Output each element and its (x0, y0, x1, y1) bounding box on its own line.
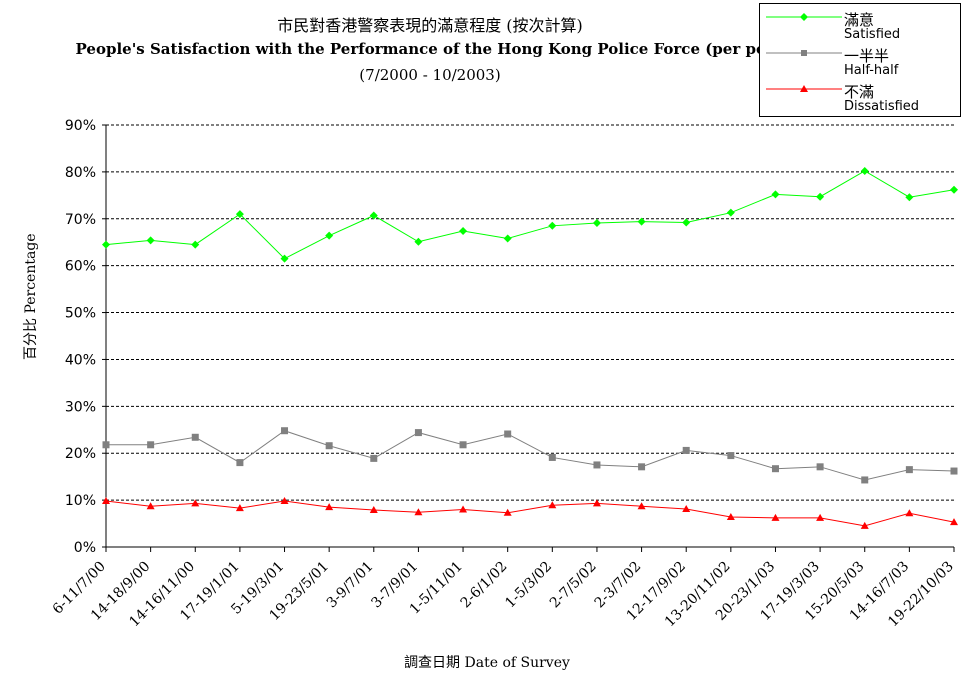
data-point-half-half (281, 427, 289, 435)
x-tick-label: 2-6/1/02 (458, 559, 511, 612)
data-point-dissatisfied (950, 518, 958, 526)
y-axis-label: 百分比 Percentage (23, 233, 39, 360)
data-point-dissatisfied (325, 503, 334, 511)
data-point-dissatisfied (905, 509, 914, 517)
data-point-satisfied (191, 240, 200, 249)
data-point-satisfied (860, 166, 869, 175)
data-point-satisfied (414, 237, 423, 246)
x-axis-label: 調查日期 Date of Survey (404, 655, 570, 671)
data-point-dissatisfied (592, 499, 601, 507)
data-point-half-half (771, 465, 779, 473)
y-tick-label: 20% (65, 446, 96, 462)
data-point-dissatisfied (637, 502, 646, 510)
data-point-satisfied (280, 254, 289, 263)
data-point-half-half (682, 446, 690, 454)
data-point-satisfied (905, 193, 914, 202)
y-tick-label: 90% (65, 118, 96, 134)
data-point-satisfied (503, 234, 512, 243)
y-tick-label: 30% (65, 399, 96, 415)
data-point-half-half (191, 433, 199, 441)
data-point-half-half (325, 442, 333, 450)
data-point-half-half (548, 453, 556, 461)
data-point-dissatisfied (771, 513, 780, 521)
data-point-satisfied (771, 190, 780, 199)
legend-label-en: Dissatisfied (844, 99, 920, 114)
legend-label-zh: 滿意 (844, 11, 875, 29)
data-point-dissatisfied (682, 505, 691, 513)
data-point-dissatisfied (459, 505, 468, 513)
data-point-satisfied (682, 218, 691, 227)
data-point-satisfied (592, 218, 601, 227)
legend-marker-satisfied (766, 13, 842, 21)
data-point-dissatisfied (102, 497, 110, 505)
data-point-satisfied (726, 208, 735, 217)
series-line-half-half (106, 430, 955, 481)
data-point-half-half (102, 441, 110, 449)
data-point-half-half (905, 466, 913, 474)
data-point-satisfied (325, 231, 334, 240)
data-point-satisfied (369, 211, 378, 220)
y-tick-label: 0% (74, 540, 96, 556)
y-tick-label: 10% (65, 493, 96, 509)
data-point-dissatisfied (235, 504, 244, 512)
data-point-dissatisfied (280, 497, 289, 505)
legend-marker-dissatisfied (766, 85, 842, 92)
y-tick-label: 50% (65, 306, 96, 322)
data-point-half-half (236, 459, 244, 467)
chart-period: (7/2000 - 10/2003) (359, 66, 501, 84)
y-tick-label: 40% (65, 352, 96, 368)
data-point-dissatisfied (191, 499, 200, 507)
data-point-dissatisfied (146, 502, 155, 510)
data-point-satisfied (637, 217, 646, 226)
data-point-half-half (593, 461, 601, 469)
data-point-half-half (861, 476, 869, 484)
data-point-satisfied (146, 236, 155, 245)
series-line-dissatisfied (105, 500, 955, 527)
legend-label-en: Half-half (844, 63, 899, 78)
y-tick-label: 70% (65, 212, 96, 228)
data-point-half-half (950, 467, 958, 475)
chart-title-zh: 市民對香港警察表現的滿意程度 (按次計算) (277, 16, 583, 35)
data-point-dissatisfied (816, 513, 825, 521)
legend-label-zh: 不滿 (844, 83, 875, 101)
data-point-half-half (727, 452, 735, 460)
data-point-satisfied (816, 192, 825, 201)
x-tick-label: 3-9/7/01 (324, 559, 377, 612)
legend-label-en: Satisfied (844, 27, 901, 42)
data-point-satisfied (459, 226, 468, 235)
data-point-half-half (816, 463, 824, 471)
data-point-dissatisfied (860, 521, 869, 529)
chart-title-en: People's Satisfaction with the Performan… (75, 40, 785, 58)
series-line-satisfied (105, 170, 955, 260)
legend-label-zh: 一半半 (844, 47, 890, 65)
legend-item-dissatisfied: 不滿 Dissatisfied (760, 78, 960, 114)
data-point-dissatisfied (726, 512, 735, 520)
y-tick-label: 60% (65, 259, 96, 275)
data-point-dissatisfied (369, 505, 378, 513)
data-point-satisfied (102, 240, 110, 249)
data-point-half-half (459, 441, 467, 449)
data-point-dissatisfied (414, 508, 423, 516)
data-point-half-half (638, 463, 646, 471)
y-tick-label: 80% (65, 165, 96, 181)
x-tick-label: 1-5/3/02 (502, 559, 555, 612)
data-point-dissatisfied (548, 501, 557, 509)
data-point-satisfied (950, 185, 958, 194)
data-point-satisfied (235, 210, 244, 219)
data-point-dissatisfied (503, 508, 512, 516)
legend-marker-half-half (766, 50, 842, 56)
data-point-half-half (370, 454, 378, 462)
data-point-satisfied (548, 221, 557, 230)
chart-legend: 滿意 Satisfied 一半半 Half-half 不滿 Dissatisfi… (759, 3, 961, 117)
legend-item-satisfied: 滿意 Satisfied (760, 6, 960, 42)
data-point-half-half (147, 441, 155, 449)
data-point-half-half (504, 430, 512, 438)
data-point-half-half (414, 429, 422, 437)
x-tick-label: 2-7/5/02 (547, 559, 600, 612)
legend-item-half-half: 一半半 Half-half (760, 42, 960, 78)
